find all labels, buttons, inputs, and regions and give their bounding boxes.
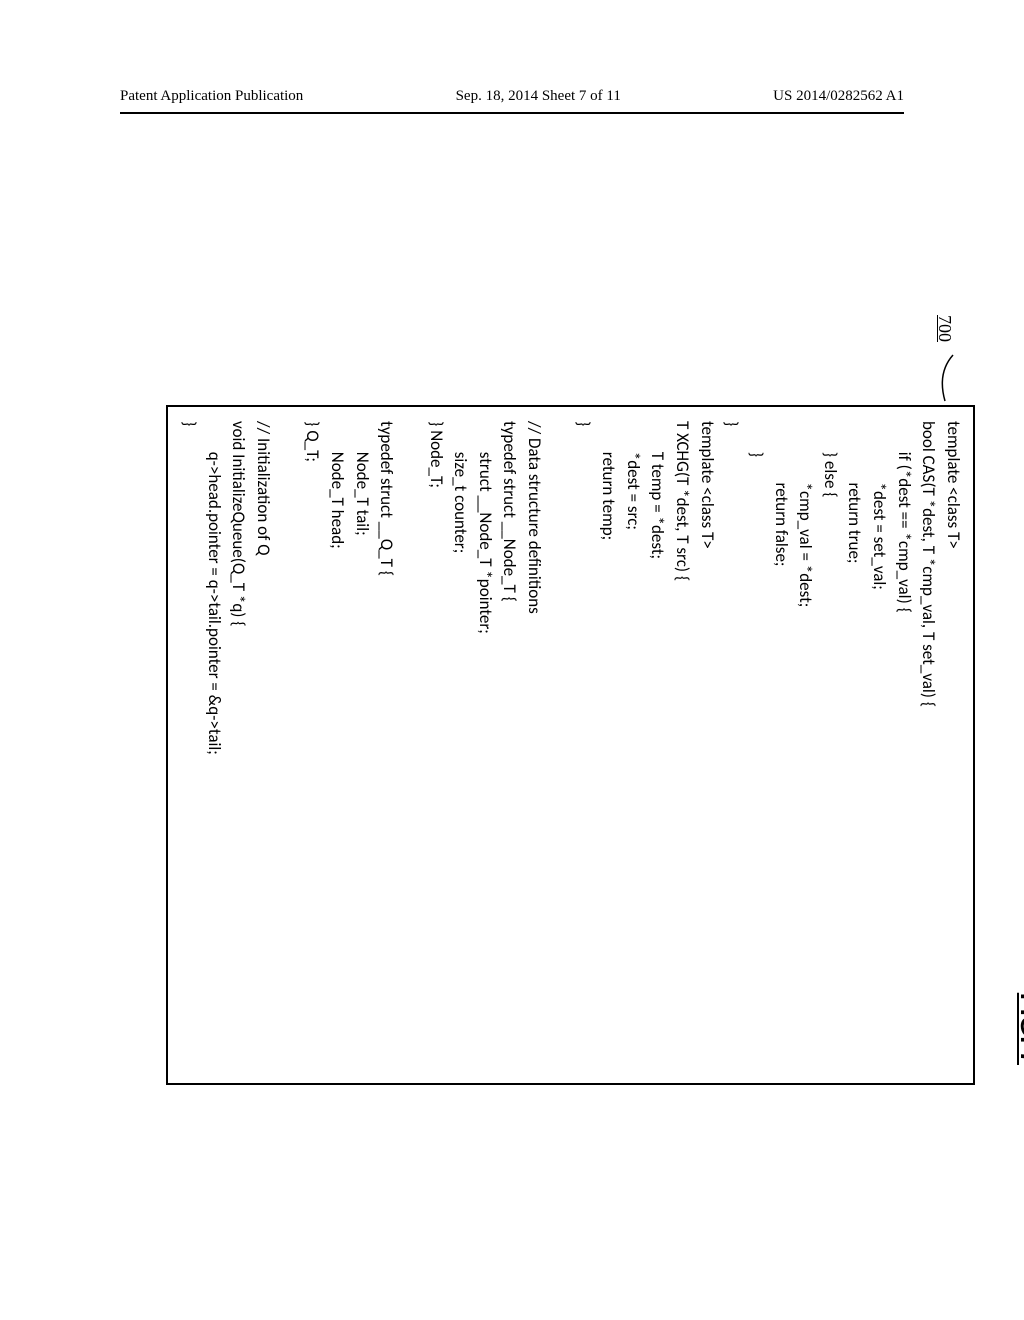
reference-number: 700	[934, 315, 955, 342]
header-right: US 2014/0282562 A1	[773, 88, 904, 105]
header-rule	[120, 112, 904, 114]
rotated-content: FIG. 7 700 template <class T> bool CAS(T…	[0, 285, 1024, 1085]
header-left: Patent Application Publication	[120, 88, 303, 105]
reference-arc-icon	[925, 353, 955, 403]
code-listing: template <class T> bool CAS(T *dest, T *…	[167, 405, 976, 1085]
figure-label: FIG. 7	[1014, 993, 1024, 1065]
header-center: Sep. 18, 2014 Sheet 7 of 11	[456, 88, 621, 105]
figure-7: FIG. 7 700 template <class T> bool CAS(T…	[0, 285, 1024, 1085]
page-header: Patent Application Publication Sep. 18, …	[0, 88, 1024, 105]
